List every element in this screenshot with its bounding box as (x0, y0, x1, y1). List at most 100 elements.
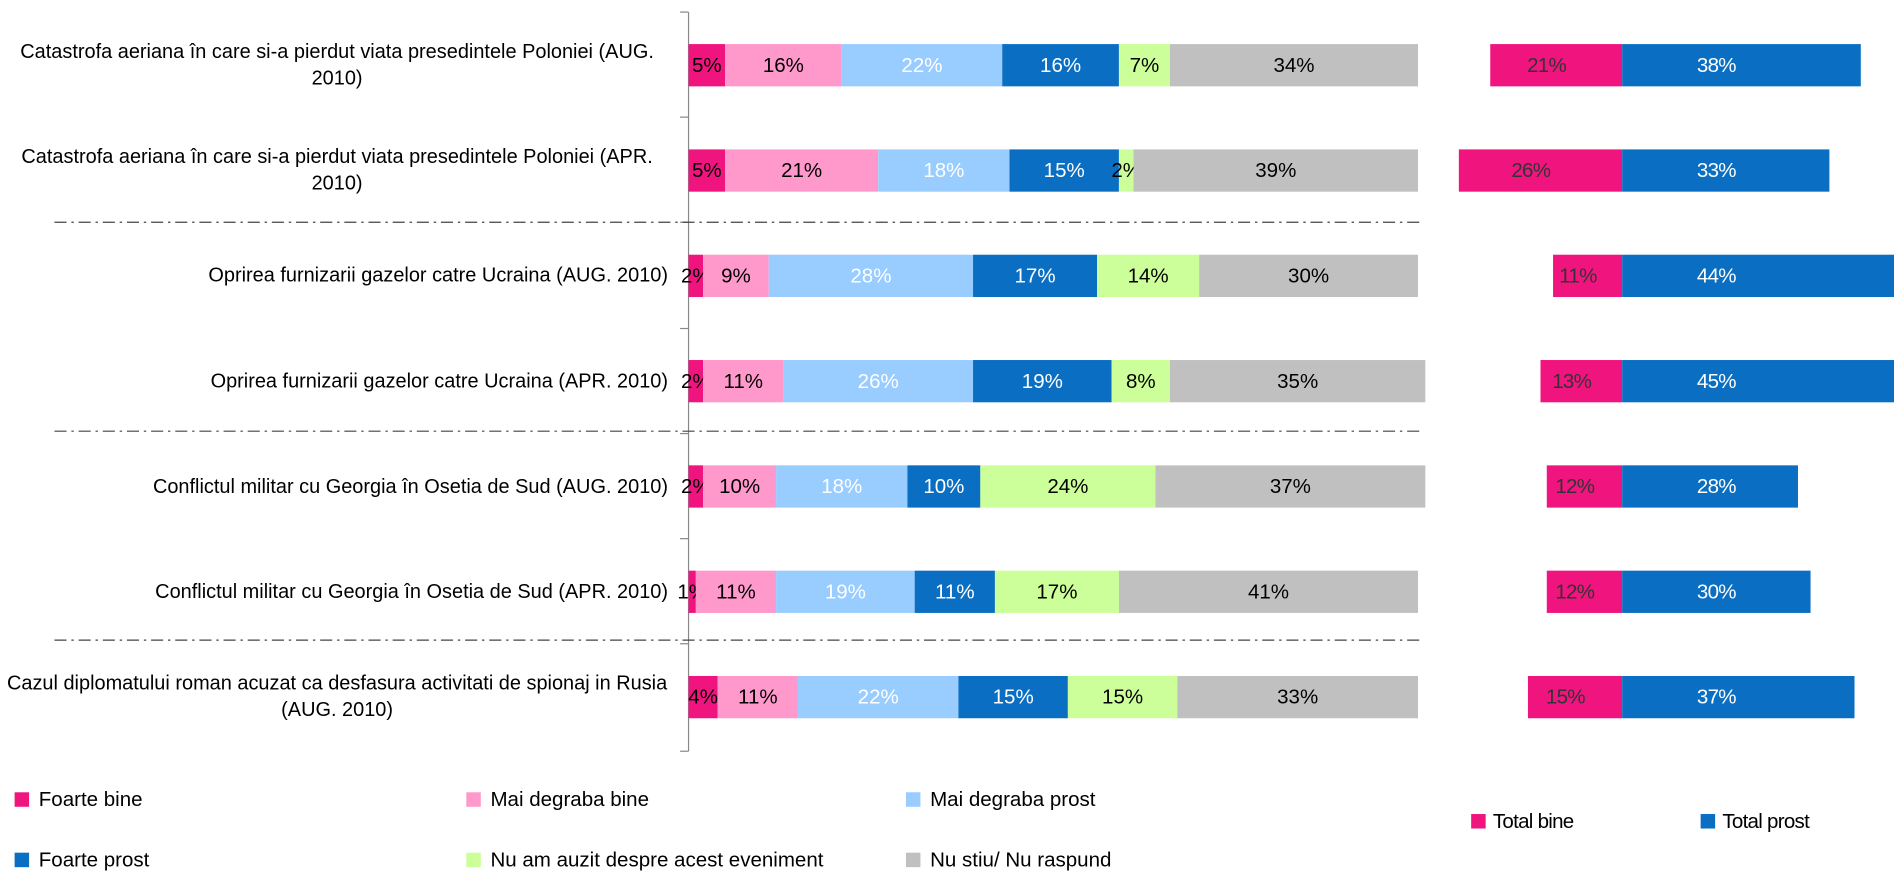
bar-segment (768, 254, 974, 297)
category-label-box: Catastrofa aeriana în care si-a pierdut … (6, 120, 668, 221)
bar-segment (1118, 44, 1171, 87)
data-label: 30% (1697, 580, 1736, 603)
bar-segment (878, 149, 1010, 192)
bar (1527, 675, 1623, 719)
bar-segment (980, 465, 1156, 508)
data-label: 19% (1022, 370, 1063, 393)
bar (1553, 254, 1623, 297)
data-label: 10% (719, 475, 760, 498)
legend-label: Total bine (1493, 810, 1574, 833)
legend-swatch (466, 852, 481, 868)
legend-label: Total prost (1722, 810, 1810, 833)
category-label-box: Conflictul militar cu Georgia în Osetia … (153, 476, 668, 498)
category-label-box: Catastrofa aeriana în care si-a pierdut … (20, 41, 654, 89)
data-label: 38% (1697, 54, 1736, 77)
data-label: 15% (993, 686, 1034, 709)
bar-segment (1199, 254, 1419, 297)
data-label: 11% (723, 370, 763, 393)
bar-segment (1067, 675, 1178, 719)
bar-segment (797, 675, 959, 719)
bar-segment (703, 465, 777, 508)
bar-segment (725, 149, 879, 192)
data-label: 5% (692, 159, 722, 182)
data-label: 15% (1044, 159, 1085, 182)
data-label: 11% (935, 580, 975, 603)
bar-segment (688, 149, 726, 192)
bar (1622, 360, 1894, 403)
bar (1458, 149, 1623, 192)
legend-label: Nu am auzit despre acest eveniment (490, 849, 823, 872)
category-label: Oprirea furnizarii gazelor catre Ucraina… (208, 264, 669, 287)
bar (1546, 465, 1623, 508)
data-label: 35% (1277, 370, 1318, 393)
bar-segment (688, 675, 718, 719)
bar-segment (776, 570, 915, 613)
data-label: 44% (1697, 264, 1736, 287)
data-label: 17% (1036, 580, 1077, 603)
category-label-wrap: Catastrofa aeriana în care si-a pierdut … (6, 120, 668, 221)
bar-segment (783, 360, 974, 403)
data-label: 13% (1552, 370, 1591, 393)
data-label: 37% (1270, 475, 1311, 498)
bar-segment (1177, 675, 1419, 719)
data-label: 16% (763, 54, 804, 77)
data-label: 12% (1555, 475, 1594, 498)
data-label: 26% (1511, 159, 1550, 182)
data-label: 33% (1697, 159, 1736, 182)
bar-segment (1097, 254, 1200, 297)
data-label: 19% (825, 580, 866, 603)
data-label: 16% (1040, 54, 1081, 77)
bar-segment (973, 360, 1112, 403)
data-label: 8% (1126, 370, 1156, 393)
data-label: 41% (1248, 580, 1289, 603)
bar-segment (688, 570, 696, 613)
bar (1546, 570, 1623, 613)
category-label-box: Oprirea furnizarii gazelor catre Ucraina… (6, 330, 668, 431)
data-label: 15% (1102, 686, 1143, 709)
legend-swatch (1700, 814, 1716, 829)
bar (1622, 149, 1830, 192)
legend-swatch (466, 792, 481, 807)
legend-label: Nu stiu/ Nu raspund (930, 849, 1111, 872)
data-label: 11% (716, 580, 756, 603)
category-label-box: Cazul diplomatului roman acuzat ca desfa… (7, 673, 667, 721)
data-label: 34% (1273, 54, 1314, 77)
bar-segment (1009, 149, 1119, 192)
data-label: 12% (1555, 580, 1594, 603)
category-label: Conflictul militar cu Georgia în Osetia … (155, 580, 669, 603)
bar-segment (688, 465, 704, 508)
data-label: 33% (1277, 686, 1318, 709)
bar-segment (958, 675, 1068, 719)
data-label: 22% (858, 686, 899, 709)
bar (1622, 254, 1894, 297)
data-label: 21% (781, 159, 822, 182)
data-label: 9% (721, 264, 751, 287)
data-label: 18% (821, 475, 862, 498)
legend-swatch (905, 852, 921, 868)
bar-segment (776, 465, 908, 508)
bar (1622, 675, 1855, 719)
bar-segment (688, 254, 704, 297)
bar-segment (725, 44, 842, 87)
separators (54, 221, 1420, 641)
data-label: 21% (1527, 54, 1566, 77)
data-label: 45% (1697, 370, 1736, 393)
bar-segment (1170, 44, 1419, 87)
data-label: 26% (858, 370, 899, 393)
bar-segment (973, 254, 1098, 297)
data-label: 4% (688, 686, 718, 709)
bar (1622, 44, 1861, 87)
data-label: 28% (1697, 475, 1736, 498)
category-label: Oprirea furnizarii gazelor catre Ucraina… (210, 370, 669, 393)
data-label: 15% (1546, 686, 1585, 709)
bar-segment (907, 465, 981, 508)
category-label-wrap: Oprirea furnizarii gazelor catre Ucraina… (6, 330, 668, 431)
bar-segment (1133, 149, 1419, 192)
legend-swatch (14, 852, 30, 868)
bar (1540, 360, 1623, 403)
category-label: Catastrofa aeriana în care si-a pierdut … (21, 146, 653, 195)
bar-segment (1155, 465, 1426, 508)
data-label: 10% (923, 475, 964, 498)
